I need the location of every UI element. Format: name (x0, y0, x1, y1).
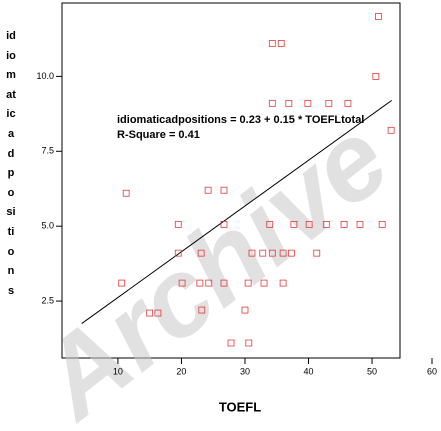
point (277, 40, 285, 47)
point (227, 339, 235, 347)
x-tick-label: 50 (367, 366, 377, 376)
point (245, 339, 253, 347)
point (387, 126, 395, 134)
point (146, 309, 154, 317)
point (205, 279, 213, 287)
point (244, 279, 252, 287)
x-tick-label: 30 (240, 366, 250, 376)
point (340, 220, 348, 228)
point (178, 279, 186, 287)
point (197, 249, 205, 257)
point (344, 99, 352, 107)
point (196, 279, 204, 287)
point (174, 249, 182, 257)
y-tick-label: 2.5 (41, 295, 54, 305)
point (174, 220, 182, 228)
point (260, 279, 268, 287)
point (220, 279, 228, 287)
point (198, 306, 206, 314)
point (287, 249, 295, 257)
plot-frame (61, 2, 401, 359)
point (304, 99, 312, 107)
point (290, 220, 298, 228)
x-tick-label: 10 (113, 366, 123, 376)
point (356, 220, 364, 228)
point (220, 220, 228, 228)
point (322, 220, 330, 228)
y-tick-label: 7.5 (41, 146, 54, 156)
point (241, 306, 249, 314)
equation: idiomaticadpositions = 0.23 + 0.15 * TOE… (117, 114, 364, 126)
x-axis-label: TOEFL (219, 399, 261, 414)
point (122, 189, 130, 197)
x-tick-label: 20 (176, 366, 186, 376)
point (220, 186, 228, 194)
point (279, 279, 287, 287)
y-axis-label: idiomaticadpositions (6, 30, 16, 297)
point (374, 13, 382, 20)
point (372, 72, 380, 80)
point (248, 249, 256, 257)
point (378, 220, 386, 228)
point (285, 99, 293, 107)
x-tick-label: 40 (304, 366, 314, 376)
watermark: Archive (15, 96, 411, 431)
point (313, 249, 321, 257)
point (279, 249, 287, 257)
point (204, 186, 212, 194)
point (268, 40, 276, 47)
point (118, 279, 126, 287)
r-square: R-Square = 0.41 (117, 129, 200, 141)
fit-line (81, 99, 393, 324)
y-tick-label: 10.0 (36, 71, 54, 81)
point (268, 99, 276, 107)
point (305, 220, 313, 228)
point (268, 249, 276, 257)
y-tick-label: 5.0 (41, 221, 54, 231)
point (266, 220, 274, 228)
point (154, 309, 162, 317)
point (325, 99, 333, 107)
point (259, 249, 267, 257)
x-tick-label: 60 (427, 366, 437, 376)
